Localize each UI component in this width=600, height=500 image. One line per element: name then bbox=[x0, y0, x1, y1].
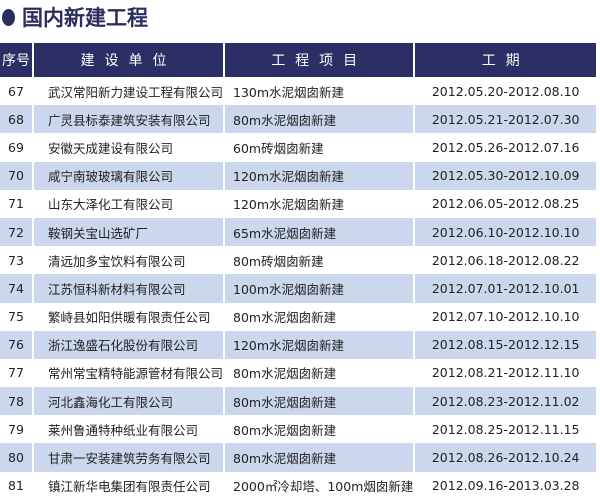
table-row: 77 常州常宝精特能源管材有限公司 80m水泥烟囱新建 2012.08.21-2012… bbox=[0, 359, 596, 387]
cell-project: 60m砖烟囱新建 bbox=[233, 140, 324, 156]
cell-unit: 山东大泽化工有限公司 bbox=[48, 197, 174, 213]
cell-seq: 70 bbox=[0, 161, 32, 190]
cell-project: 80m水泥烟囱新建 bbox=[225, 105, 414, 134]
cell-seq: 80 bbox=[0, 443, 32, 472]
cell-period: 2012.08.15-2012.12.15 bbox=[415, 330, 596, 359]
cell-period: 2012.06.10-2012.10.10 bbox=[415, 217, 596, 247]
cell-unit: 镇江新华电集团有限责任公司 bbox=[48, 479, 211, 495]
cell-unit: 江苏恒科新材料有限公司 bbox=[34, 274, 224, 303]
cell-unit: 安徽天成建设有限公司 bbox=[48, 140, 174, 156]
table-row: 68 广灵县标泰建筑安装有限公司 80m水泥烟囱新建 2012.05.21-2012.… bbox=[0, 105, 596, 134]
cell-unit: 甘肃一安装建筑劳务有限公司 bbox=[34, 443, 224, 472]
table-row: 73 清远加多宝饮料有限公司 80m砖烟囱新建 2012.06.18-2012.08.… bbox=[0, 246, 596, 274]
cell-unit: 浙江逸盛石化股份有限公司 bbox=[34, 330, 224, 359]
bullet-icon bbox=[2, 8, 15, 26]
cell-unit: 河北鑫海化工有限公司 bbox=[34, 387, 224, 416]
cell-seq: 77 bbox=[8, 365, 24, 381]
cell-seq: 68 bbox=[0, 105, 32, 134]
cell-seq: 81 bbox=[8, 478, 24, 494]
table-header: 序号 建设单位 工程项目 工期 bbox=[0, 43, 596, 77]
cell-period: 2012.05.21-2012.07.30 bbox=[415, 105, 596, 134]
cell-project: 130m水泥烟囱新建 bbox=[233, 84, 345, 100]
cell-project: 120m水泥烟囱新建 bbox=[225, 330, 414, 359]
table-row: 71 山东大泽化工有限公司 120m水泥烟囱新建 2012.06.05-2012.08… bbox=[0, 190, 596, 218]
cell-period: 2012.05.26-2012.07.16 bbox=[431, 139, 580, 155]
cell-project: 2000㎡冷却塔、100m烟囱新建 bbox=[233, 479, 414, 495]
cell-project: 65m水泥烟囱新建 bbox=[225, 217, 414, 247]
cell-period: 2012.07.01-2012.10.01 bbox=[415, 274, 596, 303]
cell-period: 2012.06.05-2012.08.25 bbox=[431, 196, 580, 212]
page-title: 国内新建工程 bbox=[2, 2, 148, 32]
cell-period: 2012.05.30-2012.10.09 bbox=[415, 161, 596, 190]
cell-unit: 莱州鲁通特种纸业有限公司 bbox=[48, 422, 199, 438]
cell-seq: 79 bbox=[8, 421, 24, 437]
table-row: 76 浙江逸盛石化股份有限公司 120m水泥烟囱新建 2012.08.15-2012.… bbox=[0, 330, 596, 359]
cell-project: 80m水泥烟囱新建 bbox=[225, 443, 414, 472]
cell-seq: 74 bbox=[0, 274, 32, 303]
cell-period: 2012.09.16-2013.03.28 bbox=[431, 478, 580, 494]
header-project: 工程项目 bbox=[225, 43, 414, 77]
cell-project: 80m水泥烟囱新建 bbox=[225, 387, 414, 416]
cell-period: 2012.06.18-2012.08.22 bbox=[431, 252, 580, 268]
table-row: 67 武汉常阳新力建设工程有限公司 130m水泥烟囱新建 2012.05.20-201… bbox=[0, 77, 596, 105]
cell-project: 100m水泥烟囱新建 bbox=[225, 274, 414, 303]
header-seq: 序号 bbox=[0, 43, 32, 77]
cell-unit: 繁峙县如阳供暖有限责任公司 bbox=[48, 310, 211, 326]
cell-seq: 76 bbox=[0, 330, 32, 359]
cell-project: 80m水泥烟囱新建 bbox=[233, 366, 337, 382]
table-row: 72 鞍钢关宝山选矿厂 65m水泥烟囱新建 2012.06.10-2012.10.10 bbox=[0, 217, 596, 247]
cell-unit: 咸宁南玻玻璃有限公司 bbox=[34, 161, 224, 190]
table-row: 74 江苏恒科新材料有限公司 100m水泥烟囱新建 2012.07.01-2012.1… bbox=[0, 274, 596, 303]
cell-unit: 广灵县标泰建筑安装有限公司 bbox=[34, 105, 224, 134]
cell-unit: 清远加多宝饮料有限公司 bbox=[48, 253, 186, 269]
cell-seq: 71 bbox=[8, 196, 24, 212]
cell-project: 120m水泥烟囱新建 bbox=[233, 197, 345, 213]
cell-period: 2012.08.23-2012.11.02 bbox=[415, 387, 596, 416]
cell-unit: 武汉常阳新力建设工程有限公司 bbox=[48, 84, 224, 100]
cell-period: 2012.05.20-2012.08.10 bbox=[431, 83, 580, 99]
cell-seq: 78 bbox=[0, 387, 32, 416]
cell-period: 2012.08.21-2012.11.10 bbox=[431, 365, 580, 381]
cell-period: 2012.07.10-2012.10.10 bbox=[431, 309, 580, 325]
table-row: 80 甘肃一安装建筑劳务有限公司 80m水泥烟囱新建 2012.08.26-2012.… bbox=[0, 443, 596, 472]
table-row: 79 莱州鲁通特种纸业有限公司 80m水泥烟囱新建 2012.08.25-2012.1… bbox=[0, 415, 596, 443]
table-row: 70 咸宁南玻玻璃有限公司 120m水泥烟囱新建 2012.05.30-2012.10… bbox=[0, 161, 596, 190]
projects-table: 序号 建设单位 工程项目 工期 67 武汉常阳新力建设工程有限公司 130m水泥烟囱… bbox=[0, 43, 598, 500]
cell-project: 80m水泥烟囱新建 bbox=[233, 310, 337, 326]
cell-seq: 69 bbox=[8, 139, 24, 155]
cell-project: 120m水泥烟囱新建 bbox=[225, 161, 414, 190]
table-row: 81 镇江新华电集团有限责任公司 2000㎡冷却塔、100m烟囱新建 2012.09.… bbox=[0, 472, 596, 500]
table-row: 69 安徽天成建设有限公司 60m砖烟囱新建 2012.05.26-2012.07.1… bbox=[0, 133, 596, 161]
cell-seq: 73 bbox=[8, 252, 24, 268]
cell-period: 2012.08.26-2012.10.24 bbox=[415, 443, 596, 472]
cell-seq: 72 bbox=[0, 217, 32, 247]
cell-seq: 67 bbox=[8, 83, 24, 99]
header-unit: 建设单位 bbox=[34, 43, 224, 77]
cell-unit: 常州常宝精特能源管材有限公司 bbox=[48, 366, 224, 382]
table-row: 78 河北鑫海化工有限公司 80m水泥烟囱新建 2012.08.23-2012.11.… bbox=[0, 387, 596, 416]
cell-project: 80m水泥烟囱新建 bbox=[233, 422, 337, 438]
page-title-text: 国内新建工程 bbox=[22, 6, 148, 30]
table-row: 75 繁峙县如阳供暖有限责任公司 80m水泥烟囱新建 2012.07.10-2012.… bbox=[0, 303, 596, 331]
cell-period: 2012.08.25-2012.11.15 bbox=[431, 421, 580, 437]
cell-unit: 鞍钢关宝山选矿厂 bbox=[34, 217, 224, 247]
cell-seq: 75 bbox=[8, 309, 24, 325]
header-period: 工期 bbox=[415, 43, 596, 77]
cell-project: 80m砖烟囱新建 bbox=[233, 253, 324, 269]
